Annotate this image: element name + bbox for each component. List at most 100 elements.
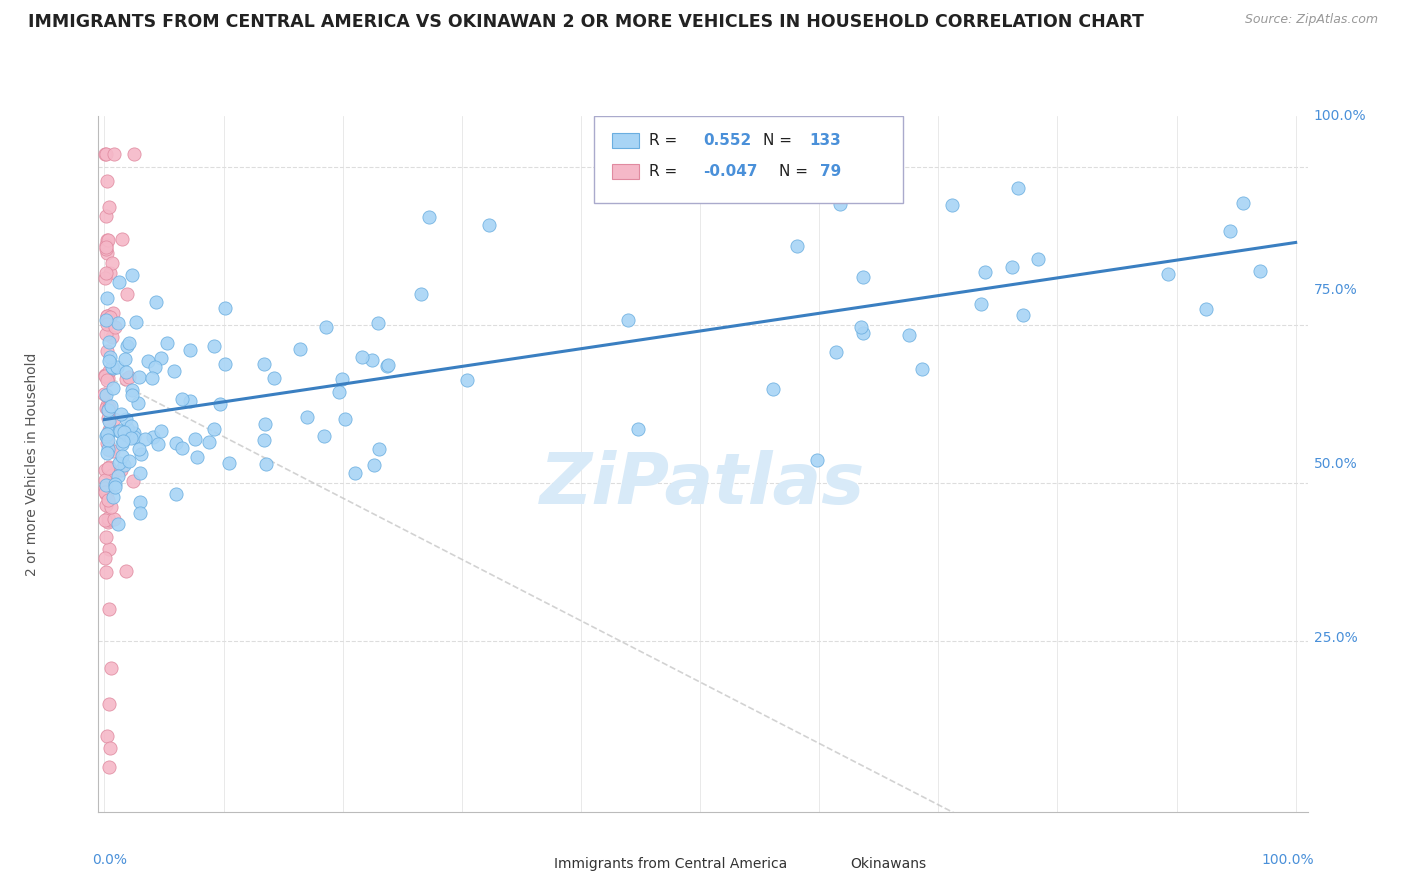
Point — [101, 490, 124, 504]
Point — [254, 458, 277, 472]
Point — [97, 403, 120, 417]
Point — [112, 458, 135, 472]
Point — [122, 425, 145, 440]
Point — [214, 357, 236, 371]
Point — [1195, 301, 1218, 316]
Point — [94, 368, 117, 383]
Point — [117, 421, 139, 435]
Point — [115, 565, 138, 579]
Point — [115, 339, 138, 353]
Point — [198, 435, 221, 450]
Point — [1232, 195, 1254, 210]
Point — [93, 513, 115, 527]
Point — [101, 359, 124, 374]
Point — [97, 516, 120, 530]
Point — [786, 239, 808, 253]
Point — [96, 729, 118, 743]
Point — [98, 514, 121, 528]
Text: ZiPatlas: ZiPatlas — [540, 450, 866, 519]
Point — [343, 466, 366, 480]
Point — [418, 210, 440, 224]
Bar — [612, 164, 638, 179]
Point — [110, 463, 132, 477]
Point — [96, 398, 118, 412]
Point — [125, 315, 148, 329]
Point — [170, 442, 193, 456]
Point — [101, 444, 124, 458]
Point — [128, 370, 150, 384]
Point — [969, 297, 991, 311]
Point — [103, 412, 125, 426]
Point — [98, 741, 121, 756]
Point — [1011, 308, 1033, 322]
Text: 50.0%: 50.0% — [1313, 457, 1357, 471]
Point — [101, 467, 124, 482]
Text: N =: N = — [779, 164, 813, 179]
Point — [627, 422, 650, 436]
Point — [103, 147, 125, 161]
Point — [100, 330, 122, 344]
Point — [97, 353, 120, 368]
Point — [114, 351, 136, 366]
Point — [253, 434, 276, 448]
Point — [97, 364, 120, 378]
Point — [100, 661, 122, 675]
Point — [121, 383, 143, 397]
Point — [1001, 260, 1024, 275]
Point — [849, 320, 872, 334]
Point — [295, 409, 318, 424]
Point — [315, 319, 337, 334]
Point — [263, 370, 285, 384]
Point — [143, 360, 166, 375]
Point — [97, 492, 120, 507]
Point — [111, 449, 134, 463]
Point — [96, 498, 118, 512]
Point — [456, 373, 478, 387]
Point — [974, 265, 997, 279]
Point — [312, 429, 335, 443]
Point — [98, 265, 121, 279]
Point — [94, 147, 117, 161]
Point — [96, 309, 118, 323]
Point — [94, 327, 117, 342]
Point — [97, 410, 120, 425]
Point — [101, 306, 124, 320]
Point — [96, 233, 118, 247]
Point — [96, 435, 118, 450]
Point — [120, 431, 142, 445]
Point — [138, 354, 160, 368]
Point — [114, 372, 136, 386]
Point — [94, 209, 117, 223]
Point — [121, 419, 143, 434]
Text: -0.047: -0.047 — [703, 164, 758, 179]
Point — [142, 430, 165, 444]
Point — [94, 429, 117, 443]
Point — [97, 311, 120, 326]
Point — [104, 480, 127, 494]
Point — [96, 427, 118, 442]
Text: 0.552: 0.552 — [703, 133, 751, 148]
Point — [101, 361, 124, 376]
Text: Okinawans: Okinawans — [851, 857, 927, 871]
Point — [332, 372, 354, 386]
Point — [107, 469, 129, 483]
Point — [121, 388, 143, 402]
Text: Immigrants from Central America: Immigrants from Central America — [554, 857, 787, 871]
Point — [852, 269, 875, 284]
Point — [101, 381, 124, 395]
Point — [122, 147, 145, 161]
Text: Source: ZipAtlas.com: Source: ZipAtlas.com — [1244, 13, 1378, 27]
Point — [110, 425, 132, 439]
Point — [111, 232, 134, 246]
Point — [100, 500, 122, 514]
Text: 75.0%: 75.0% — [1313, 283, 1357, 297]
Point — [94, 485, 117, 500]
Point — [94, 473, 117, 487]
Bar — [818, 855, 842, 872]
Text: N =: N = — [763, 133, 797, 148]
Point — [98, 414, 121, 428]
Point — [93, 551, 115, 566]
Point — [94, 271, 117, 285]
Point — [1219, 224, 1241, 238]
Point — [129, 446, 152, 460]
